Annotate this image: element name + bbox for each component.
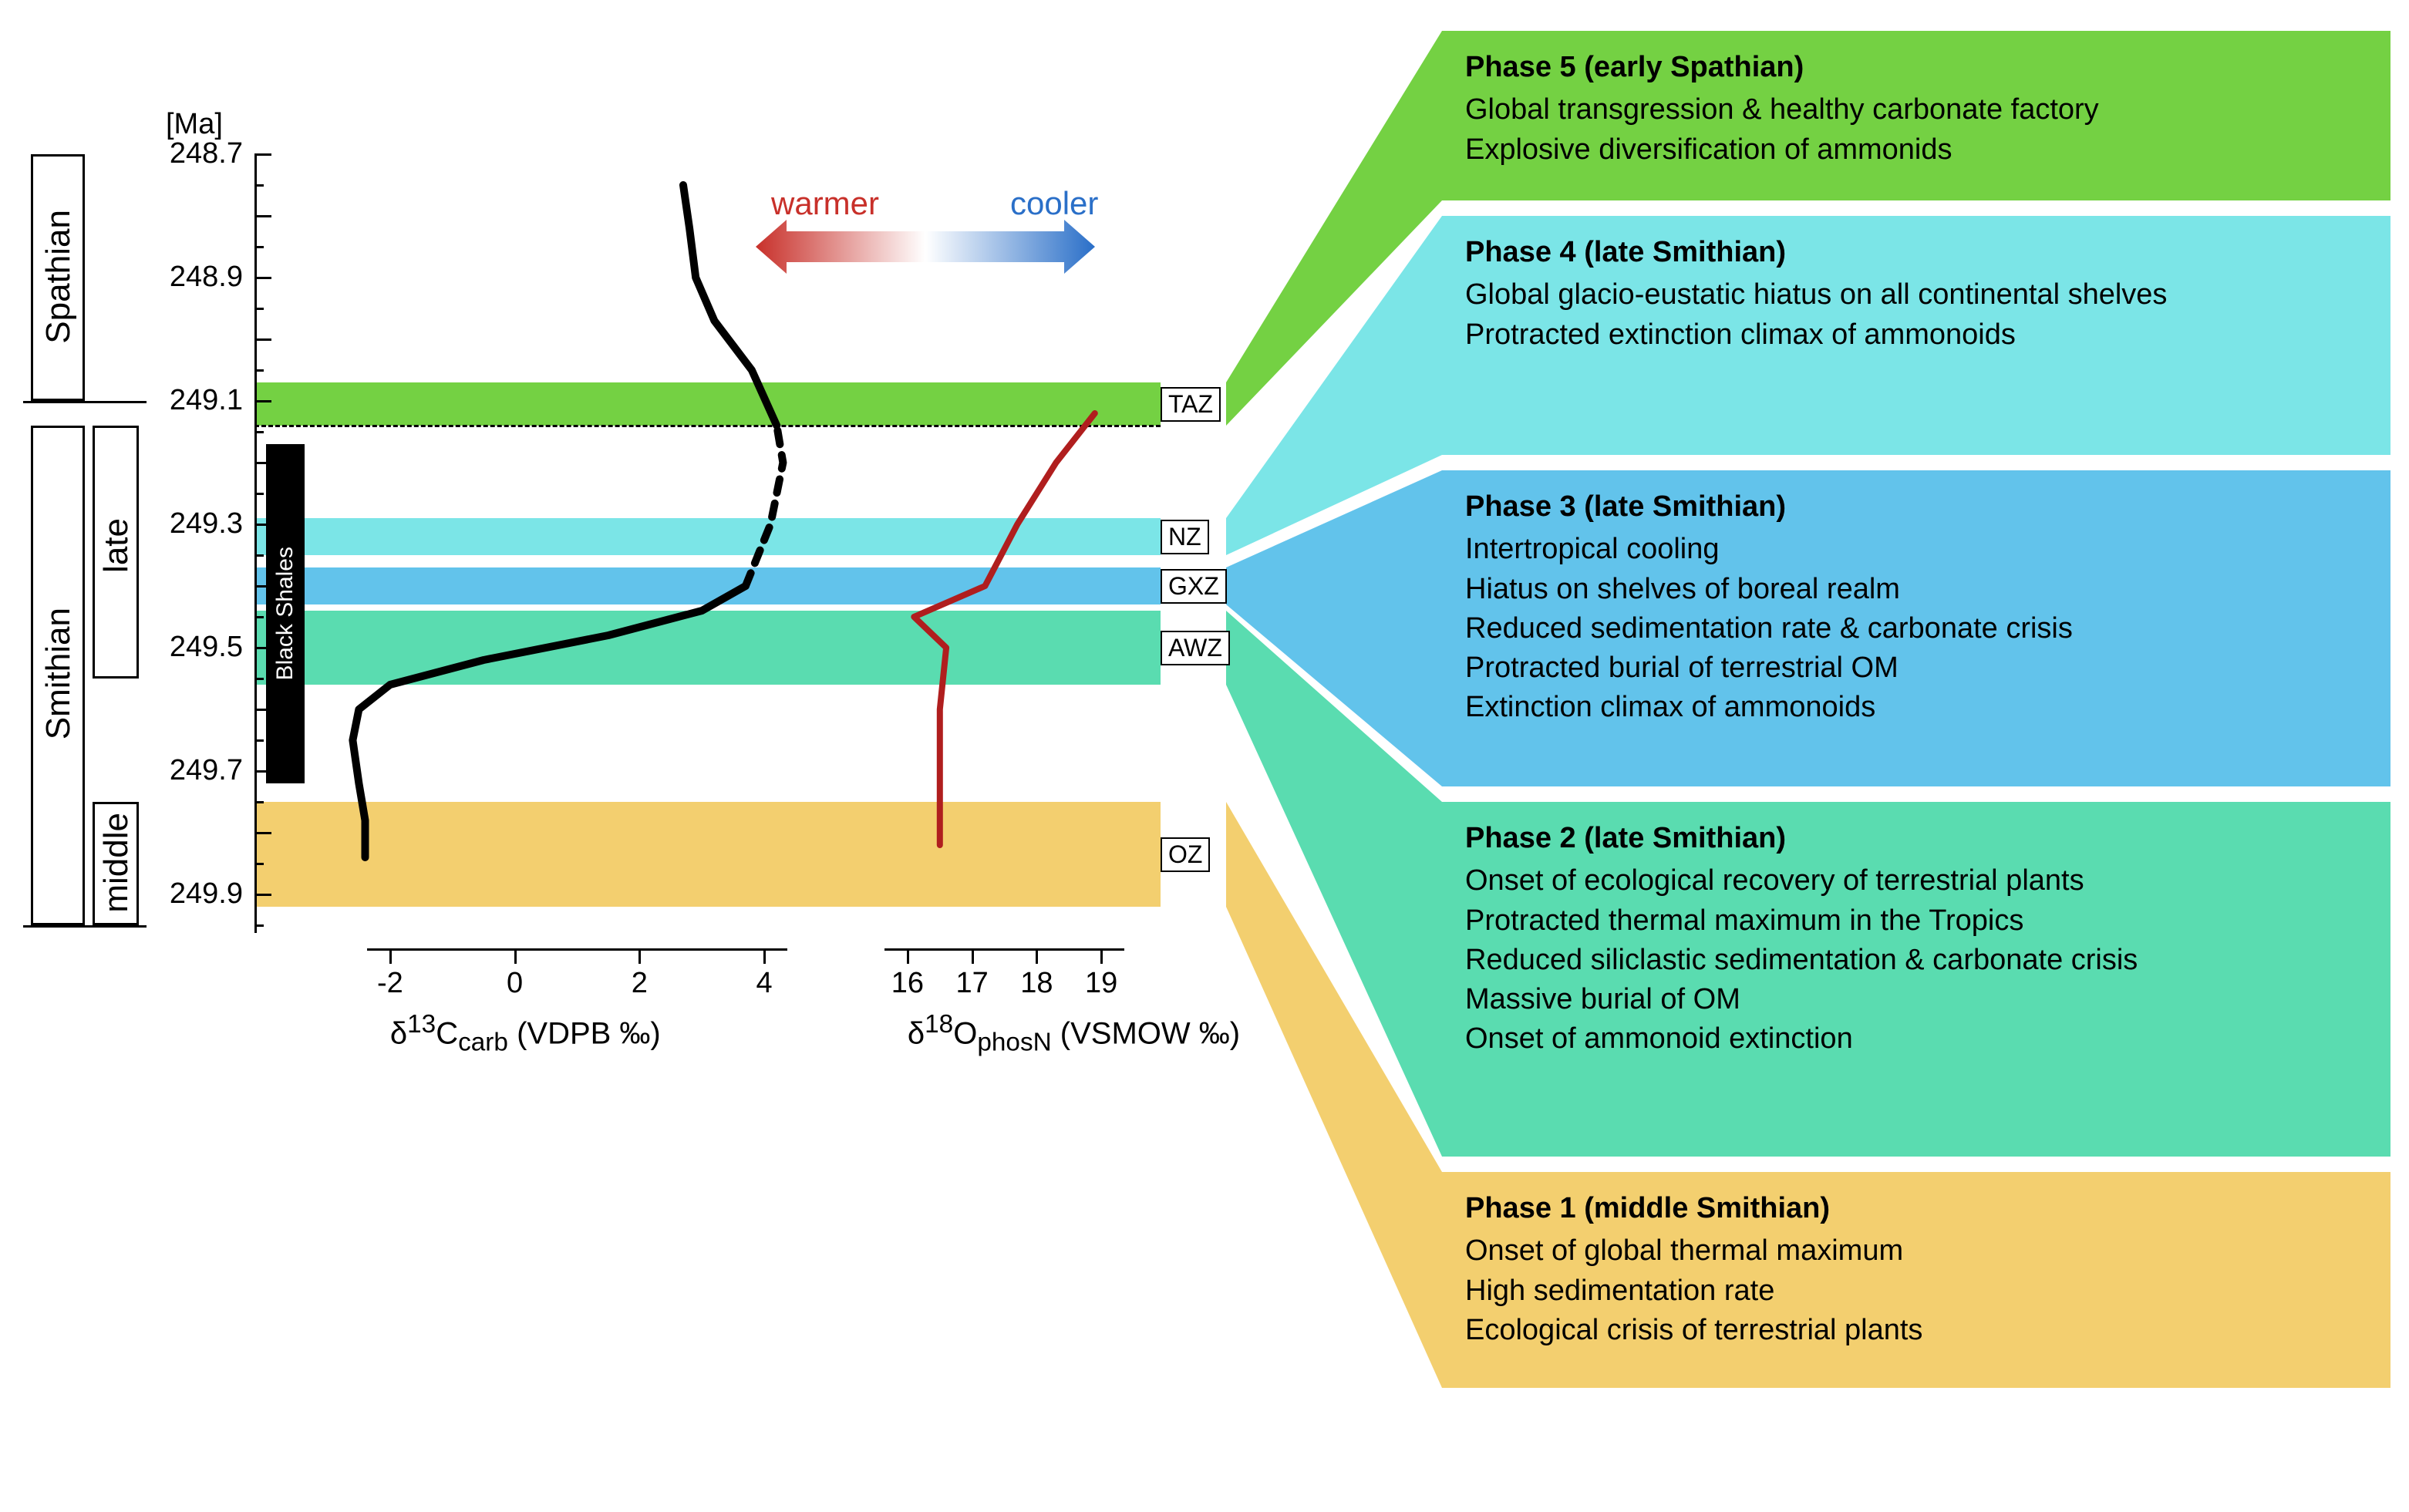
- phase-box-p5: Phase 5 (early Spathian)Global transgres…: [1442, 31, 2390, 200]
- phase-title: Phase 2 (late Smithian): [1465, 819, 2367, 858]
- d13c-curve-upper: [683, 185, 777, 426]
- zone-box-gxz: GXZ: [1161, 569, 1227, 604]
- phase-line: Protracted extinction climax of ammonoid…: [1465, 315, 2367, 355]
- warmer-arrow: [756, 220, 925, 274]
- phase-title: Phase 3 (late Smithian): [1465, 487, 2367, 527]
- phase-line: High sedimentation rate: [1465, 1271, 2367, 1311]
- zone-box-nz: NZ: [1161, 520, 1209, 554]
- d18o-curve: [914, 413, 1095, 845]
- phase-line: Onset of ecological recovery of terrestr…: [1465, 861, 2367, 901]
- phase-box-p3: Phase 3 (late Smithian)Intertropical coo…: [1442, 470, 2390, 786]
- phase-line: Ecological crisis of terrestrial plants: [1465, 1311, 2367, 1350]
- phase-line: Massive burial of OM: [1465, 980, 2367, 1019]
- phase-line: Explosive diversification of ammonids: [1465, 130, 2367, 170]
- phase-line: Global glacio-eustatic hiatus on all con…: [1465, 275, 2367, 315]
- phase-line: Global transgression & healthy carbonate…: [1465, 90, 2367, 130]
- phase-line: Extinction climax of ammonoids: [1465, 688, 2367, 727]
- phase-line: Reduced siliclastic sedimentation & carb…: [1465, 941, 2367, 980]
- zone-box-oz: OZ: [1161, 837, 1210, 872]
- phase-title: Phase 4 (late Smithian): [1465, 233, 2367, 272]
- phase-line: Onset of global thermal maximum: [1465, 1231, 2367, 1271]
- phase-box-p4: Phase 4 (late Smithian)Global glacio-eus…: [1442, 216, 2390, 455]
- phase-title: Phase 5 (early Spathian): [1465, 48, 2367, 87]
- cooler-arrow: [925, 220, 1095, 274]
- warmer-label: warmer: [771, 185, 879, 222]
- phase-title: Phase 1 (middle Smithian): [1465, 1189, 2367, 1228]
- cooler-label: cooler: [1010, 185, 1098, 222]
- phase-box-p2: Phase 2 (late Smithian)Onset of ecologic…: [1442, 802, 2390, 1157]
- phase-box-p1: Phase 1 (middle Smithian)Onset of global…: [1442, 1172, 2390, 1388]
- phase-line: Onset of ammonoid extinction: [1465, 1019, 2367, 1059]
- phase-line: Protracted thermal maximum in the Tropic…: [1465, 901, 2367, 941]
- zone-box-taz: TAZ: [1161, 387, 1221, 422]
- phase-line: Hiatus on shelves of boreal realm: [1465, 570, 2367, 609]
- zone-box-awz: AWZ: [1161, 631, 1230, 665]
- phase-line: Intertropical cooling: [1465, 530, 2367, 569]
- d13c-curve-lower: [352, 586, 746, 857]
- phase-line: Reduced sedimentation rate & carbonate c…: [1465, 609, 2367, 648]
- phase-line: Protracted burial of terrestrial OM: [1465, 648, 2367, 688]
- d13c-curve-dashed: [746, 426, 783, 586]
